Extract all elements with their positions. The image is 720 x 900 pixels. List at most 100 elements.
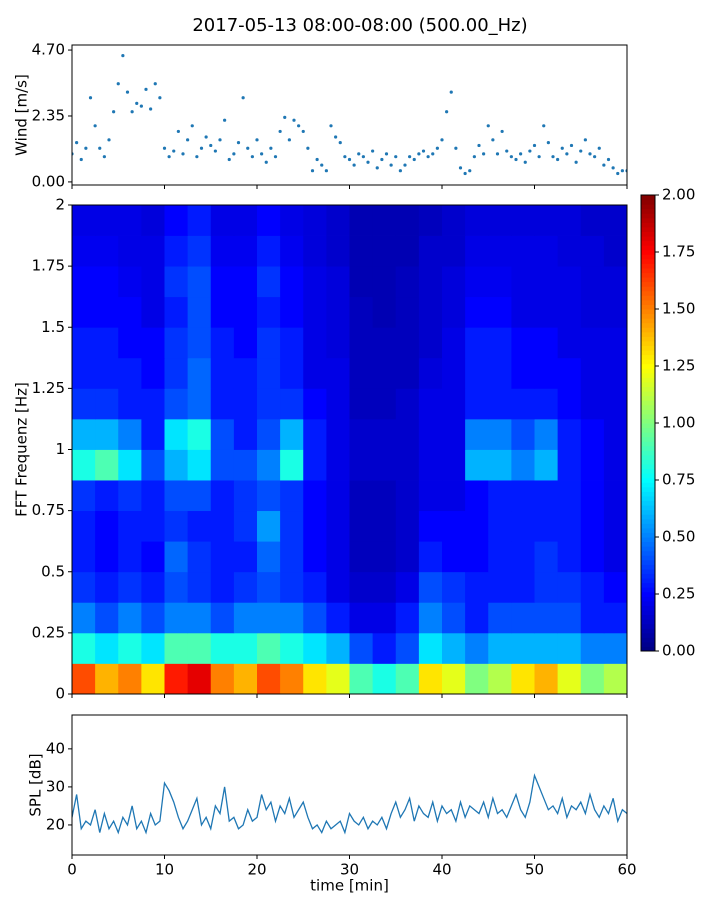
heat-cell bbox=[303, 205, 327, 236]
heat-cell bbox=[164, 510, 189, 542]
colorbar-step bbox=[641, 459, 655, 465]
heat-cell bbox=[118, 388, 142, 420]
colorbar-step bbox=[641, 468, 655, 474]
heat-cell bbox=[511, 541, 535, 573]
heat-cell bbox=[372, 235, 397, 267]
heat-cell bbox=[95, 296, 119, 328]
heat-cell bbox=[303, 541, 327, 573]
heat-cell bbox=[465, 418, 489, 450]
heat-cell bbox=[557, 510, 582, 542]
heat-cell bbox=[465, 663, 489, 694]
heat-cell bbox=[118, 327, 142, 359]
heat-cell bbox=[580, 449, 605, 481]
heat-cell bbox=[72, 449, 96, 481]
colorbar-step bbox=[641, 587, 655, 593]
colorbar-step bbox=[641, 423, 655, 429]
heat-cell bbox=[488, 663, 512, 694]
wind-point bbox=[565, 152, 569, 156]
heat-cell bbox=[257, 266, 281, 298]
heat-cell bbox=[580, 418, 605, 450]
heat-cell bbox=[349, 418, 374, 450]
colorbar-step bbox=[641, 258, 655, 264]
heat-cell bbox=[418, 388, 443, 420]
heat-cell bbox=[95, 541, 119, 573]
y-axis-label: Wind [m/s] bbox=[13, 74, 31, 156]
heat-cell bbox=[210, 296, 235, 328]
colorbar-step bbox=[641, 559, 655, 565]
chart-title: 2017-05-13 08:00-08:00 (500.00_Hz) bbox=[192, 15, 527, 36]
wind-point bbox=[486, 124, 490, 128]
heat-cell bbox=[511, 327, 535, 359]
heat-cell bbox=[349, 357, 374, 389]
heat-cell bbox=[118, 510, 142, 542]
x-tick-label: 50 bbox=[525, 861, 544, 879]
wind-point bbox=[209, 143, 213, 148]
heat-cell bbox=[442, 449, 466, 481]
colorbar-step bbox=[641, 509, 655, 515]
colorbar-step bbox=[641, 527, 655, 533]
wind-point bbox=[357, 152, 361, 156]
heat-cell bbox=[141, 632, 165, 664]
heat-cell bbox=[141, 205, 165, 236]
heat-cell bbox=[488, 571, 512, 603]
wind-point bbox=[588, 152, 592, 156]
heat-cell bbox=[603, 510, 627, 542]
wind-point bbox=[347, 157, 352, 162]
y-tick-label: 0.25 bbox=[32, 623, 65, 641]
heat-cell bbox=[187, 266, 212, 298]
heat-cell bbox=[233, 388, 258, 420]
heat-cell bbox=[187, 449, 212, 481]
heat-cell bbox=[164, 235, 189, 267]
colorbar-step bbox=[641, 573, 655, 579]
heat-cell bbox=[488, 296, 512, 328]
heat-cell bbox=[141, 266, 165, 298]
wind-point bbox=[454, 146, 458, 150]
heat-cell bbox=[603, 266, 627, 298]
colorbar-step bbox=[641, 249, 655, 255]
heat-cell bbox=[326, 632, 350, 664]
x-tick-label: 10 bbox=[155, 861, 174, 879]
colorbar-tick-label: 0.50 bbox=[662, 528, 695, 546]
wind-point bbox=[338, 141, 342, 145]
heat-cell bbox=[141, 663, 165, 694]
heat-cell bbox=[72, 510, 96, 542]
heat-cell bbox=[465, 235, 489, 267]
wind-point bbox=[301, 129, 305, 134]
heat-cell bbox=[557, 663, 582, 694]
heat-cell bbox=[603, 388, 627, 420]
heat-cell bbox=[603, 480, 627, 512]
colorbar-tick-label: 1.00 bbox=[662, 414, 695, 432]
heat-cell bbox=[488, 418, 512, 450]
heat-cell bbox=[280, 296, 304, 328]
heat-cell bbox=[95, 327, 119, 359]
heat-cell bbox=[95, 266, 119, 298]
heat-cell bbox=[395, 510, 420, 542]
wind-point bbox=[366, 160, 370, 164]
wind-point bbox=[440, 138, 444, 142]
heat-cell bbox=[257, 296, 281, 328]
heat-cell bbox=[580, 357, 605, 389]
heat-cell bbox=[580, 602, 605, 634]
heat-cell bbox=[465, 205, 489, 236]
wind-point bbox=[186, 138, 190, 142]
colorbar-step bbox=[641, 500, 655, 506]
heat-cell bbox=[257, 571, 281, 603]
heat-cell bbox=[557, 418, 582, 450]
heat-cell bbox=[164, 357, 189, 389]
colorbar-step bbox=[641, 628, 655, 634]
heat-cell bbox=[534, 449, 559, 481]
wind-point bbox=[611, 166, 615, 170]
heat-cell bbox=[442, 571, 466, 603]
heat-cell bbox=[395, 418, 420, 450]
colorbar-step bbox=[641, 596, 655, 602]
heat-cell bbox=[603, 541, 627, 573]
heat-cell bbox=[141, 541, 165, 573]
plot-area bbox=[72, 205, 627, 694]
heat-cell bbox=[465, 449, 489, 481]
heat-cell bbox=[603, 357, 627, 389]
wind-point bbox=[158, 96, 162, 100]
heat-cell bbox=[187, 541, 212, 573]
heat-cell bbox=[372, 205, 397, 236]
heat-cell bbox=[465, 388, 489, 420]
heat-cell bbox=[326, 388, 350, 420]
